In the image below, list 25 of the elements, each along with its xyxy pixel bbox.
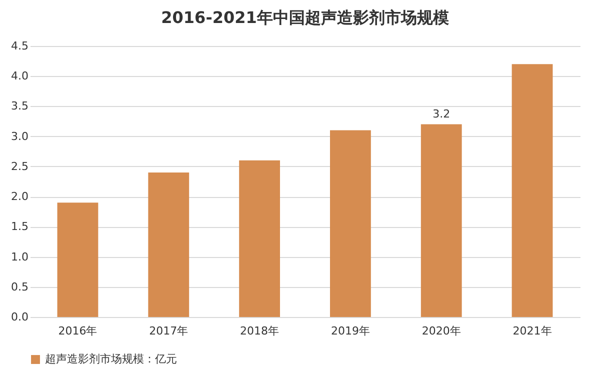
y-tick-label: 2.5 <box>11 160 28 173</box>
x-tick-label: 2020年 <box>422 324 461 338</box>
y-tick-label: 0.0 <box>11 310 28 324</box>
x-tick-label: 2017年 <box>149 324 188 338</box>
chart-title: 2016-2021年中国超声造影剂市场规模 <box>161 8 449 27</box>
bar <box>148 172 190 317</box>
x-tick-label: 2019年 <box>330 324 370 338</box>
y-tick-label: 3.5 <box>11 100 28 113</box>
x-tick-label: 2018年 <box>240 324 280 338</box>
legend-label: 超声造影剂市场规模：亿元 <box>45 352 177 366</box>
x-tick-label: 2021年 <box>512 324 552 338</box>
bar <box>512 64 553 317</box>
y-tick-label: 4.0 <box>11 70 28 83</box>
bar <box>330 130 371 317</box>
y-tick-label: 4.5 <box>11 40 28 52</box>
y-tick-label: 1.5 <box>11 220 28 234</box>
bar <box>57 202 98 317</box>
data-label: 3.2 <box>432 107 450 120</box>
y-tick-label: 2.0 <box>11 190 28 204</box>
y-tick-label: 3.0 <box>11 130 28 143</box>
bar <box>420 124 462 317</box>
y-tick-label: 1.0 <box>11 250 28 264</box>
y-tick-label: 0.5 <box>11 280 28 294</box>
x-tick-label: 2016年 <box>58 324 98 338</box>
bar <box>239 160 280 317</box>
